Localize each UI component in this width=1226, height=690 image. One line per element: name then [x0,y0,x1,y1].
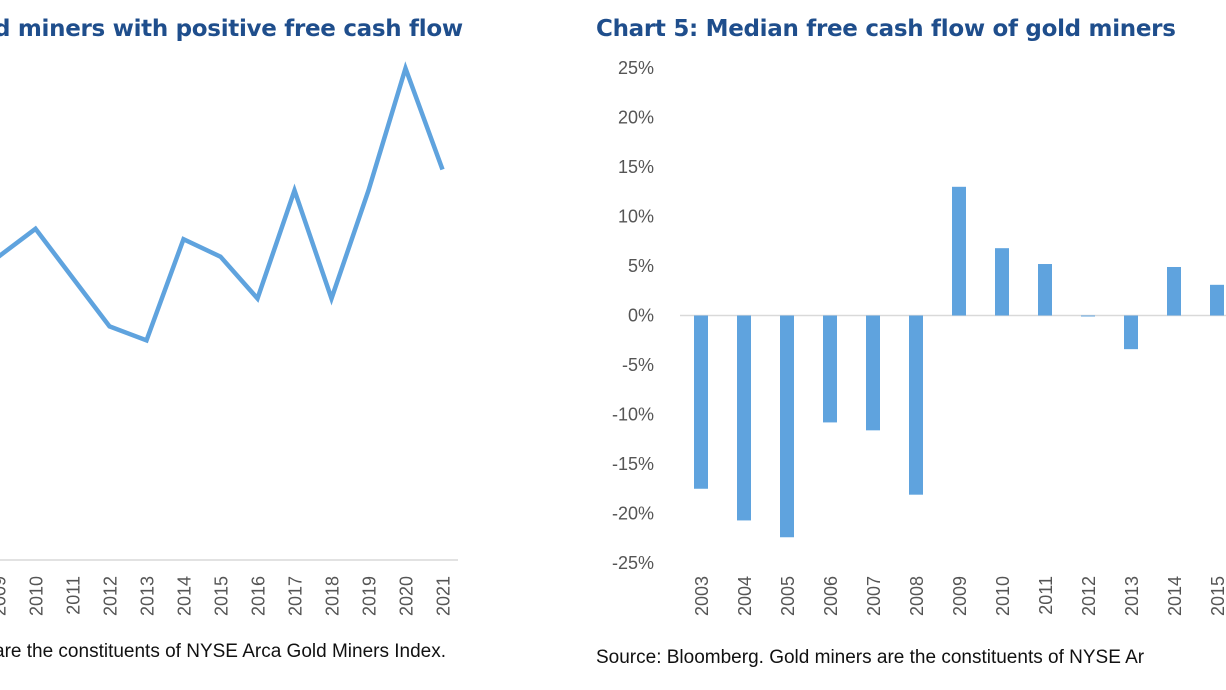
right-bar [1038,264,1052,316]
right-bar [1081,315,1095,317]
right-y-tick-label: 5% [628,256,654,276]
left-x-tick-label: 2021 [434,576,454,616]
right-x-tick-label: 2005 [778,576,798,616]
right-bar [995,248,1009,316]
left-x-tick-label: 2019 [360,576,380,616]
left-series-line [0,61,445,344]
right-bar [694,315,708,489]
right-y-tick-label: -10% [612,405,654,425]
right-bar [1210,284,1224,316]
left-line-chart: 2009 2010 2011 2012 2013 2014 2015 2016 2017 2018… [0,61,458,616]
right-x-tick-label: 2010 [993,576,1013,616]
left-x-tick-label: 2014 [175,576,195,616]
right-x-tick-label: 2007 [864,576,884,616]
right-x-tick-label: 2013 [1122,576,1142,616]
right-y-tick-label: 10% [618,207,654,227]
right-y-tick-label: -5% [622,355,654,375]
left-x-tick-label: 2010 [27,576,47,616]
right-bar [823,315,837,423]
left-x-tick-label: 2011 [64,576,84,615]
left-x-tick-label: 2009 [0,576,10,616]
right-x-tick-label: 2015 [1208,576,1226,616]
left-x-tick-label: 2015 [212,576,232,616]
right-bar [1124,315,1138,350]
right-x-tick-label: 2008 [907,576,927,616]
right-bar-chart: 25% 20% 15% 10% 5% 0% -5% -10% -15% -20% -25% 2003 2… [612,58,1226,616]
right-x-tick-label: 2004 [735,576,755,616]
right-bar [737,315,751,521]
right-y-tick-label: 25% [618,58,654,78]
left-x-tick-label: 2017 [286,576,306,616]
right-x-tick-label: 2006 [821,576,841,616]
right-chart-title: Chart 5: Median free cash flow of gold m… [596,16,1176,42]
left-x-tick-label: 2018 [323,576,343,616]
right-y-tick-label: -15% [612,454,654,474]
right-bar [780,315,794,538]
right-x-tick-label: 2009 [950,576,970,616]
right-y-tick-label: 15% [618,157,654,177]
left-x-tick-label: 2016 [249,576,269,616]
left-source-note: are the constituents of NYSE Arca Gold M… [0,641,447,662]
left-x-tick-label: 2013 [138,576,158,616]
right-y-tick-label: 20% [618,108,654,128]
right-x-tick-label: 2011 [1036,576,1056,615]
right-bar [1167,266,1181,316]
right-y-tick-label: -20% [612,504,654,524]
right-y-tick-label: -25% [612,553,654,573]
right-bar [952,186,966,316]
right-source-note: Source: Bloomberg. Gold miners are the c… [596,647,1145,668]
left-x-tick-label: 2020 [397,576,417,616]
right-bar [909,315,923,495]
right-x-tick-label: 2012 [1079,576,1099,616]
right-x-tick-label: 2003 [692,576,712,616]
right-bar [866,315,880,431]
right-x-tick-label: 2014 [1165,576,1185,616]
left-chart-title: d miners with positive free cash flow [0,16,463,42]
left-x-tick-label: 2012 [101,576,121,616]
right-y-tick-label: 0% [628,306,654,326]
